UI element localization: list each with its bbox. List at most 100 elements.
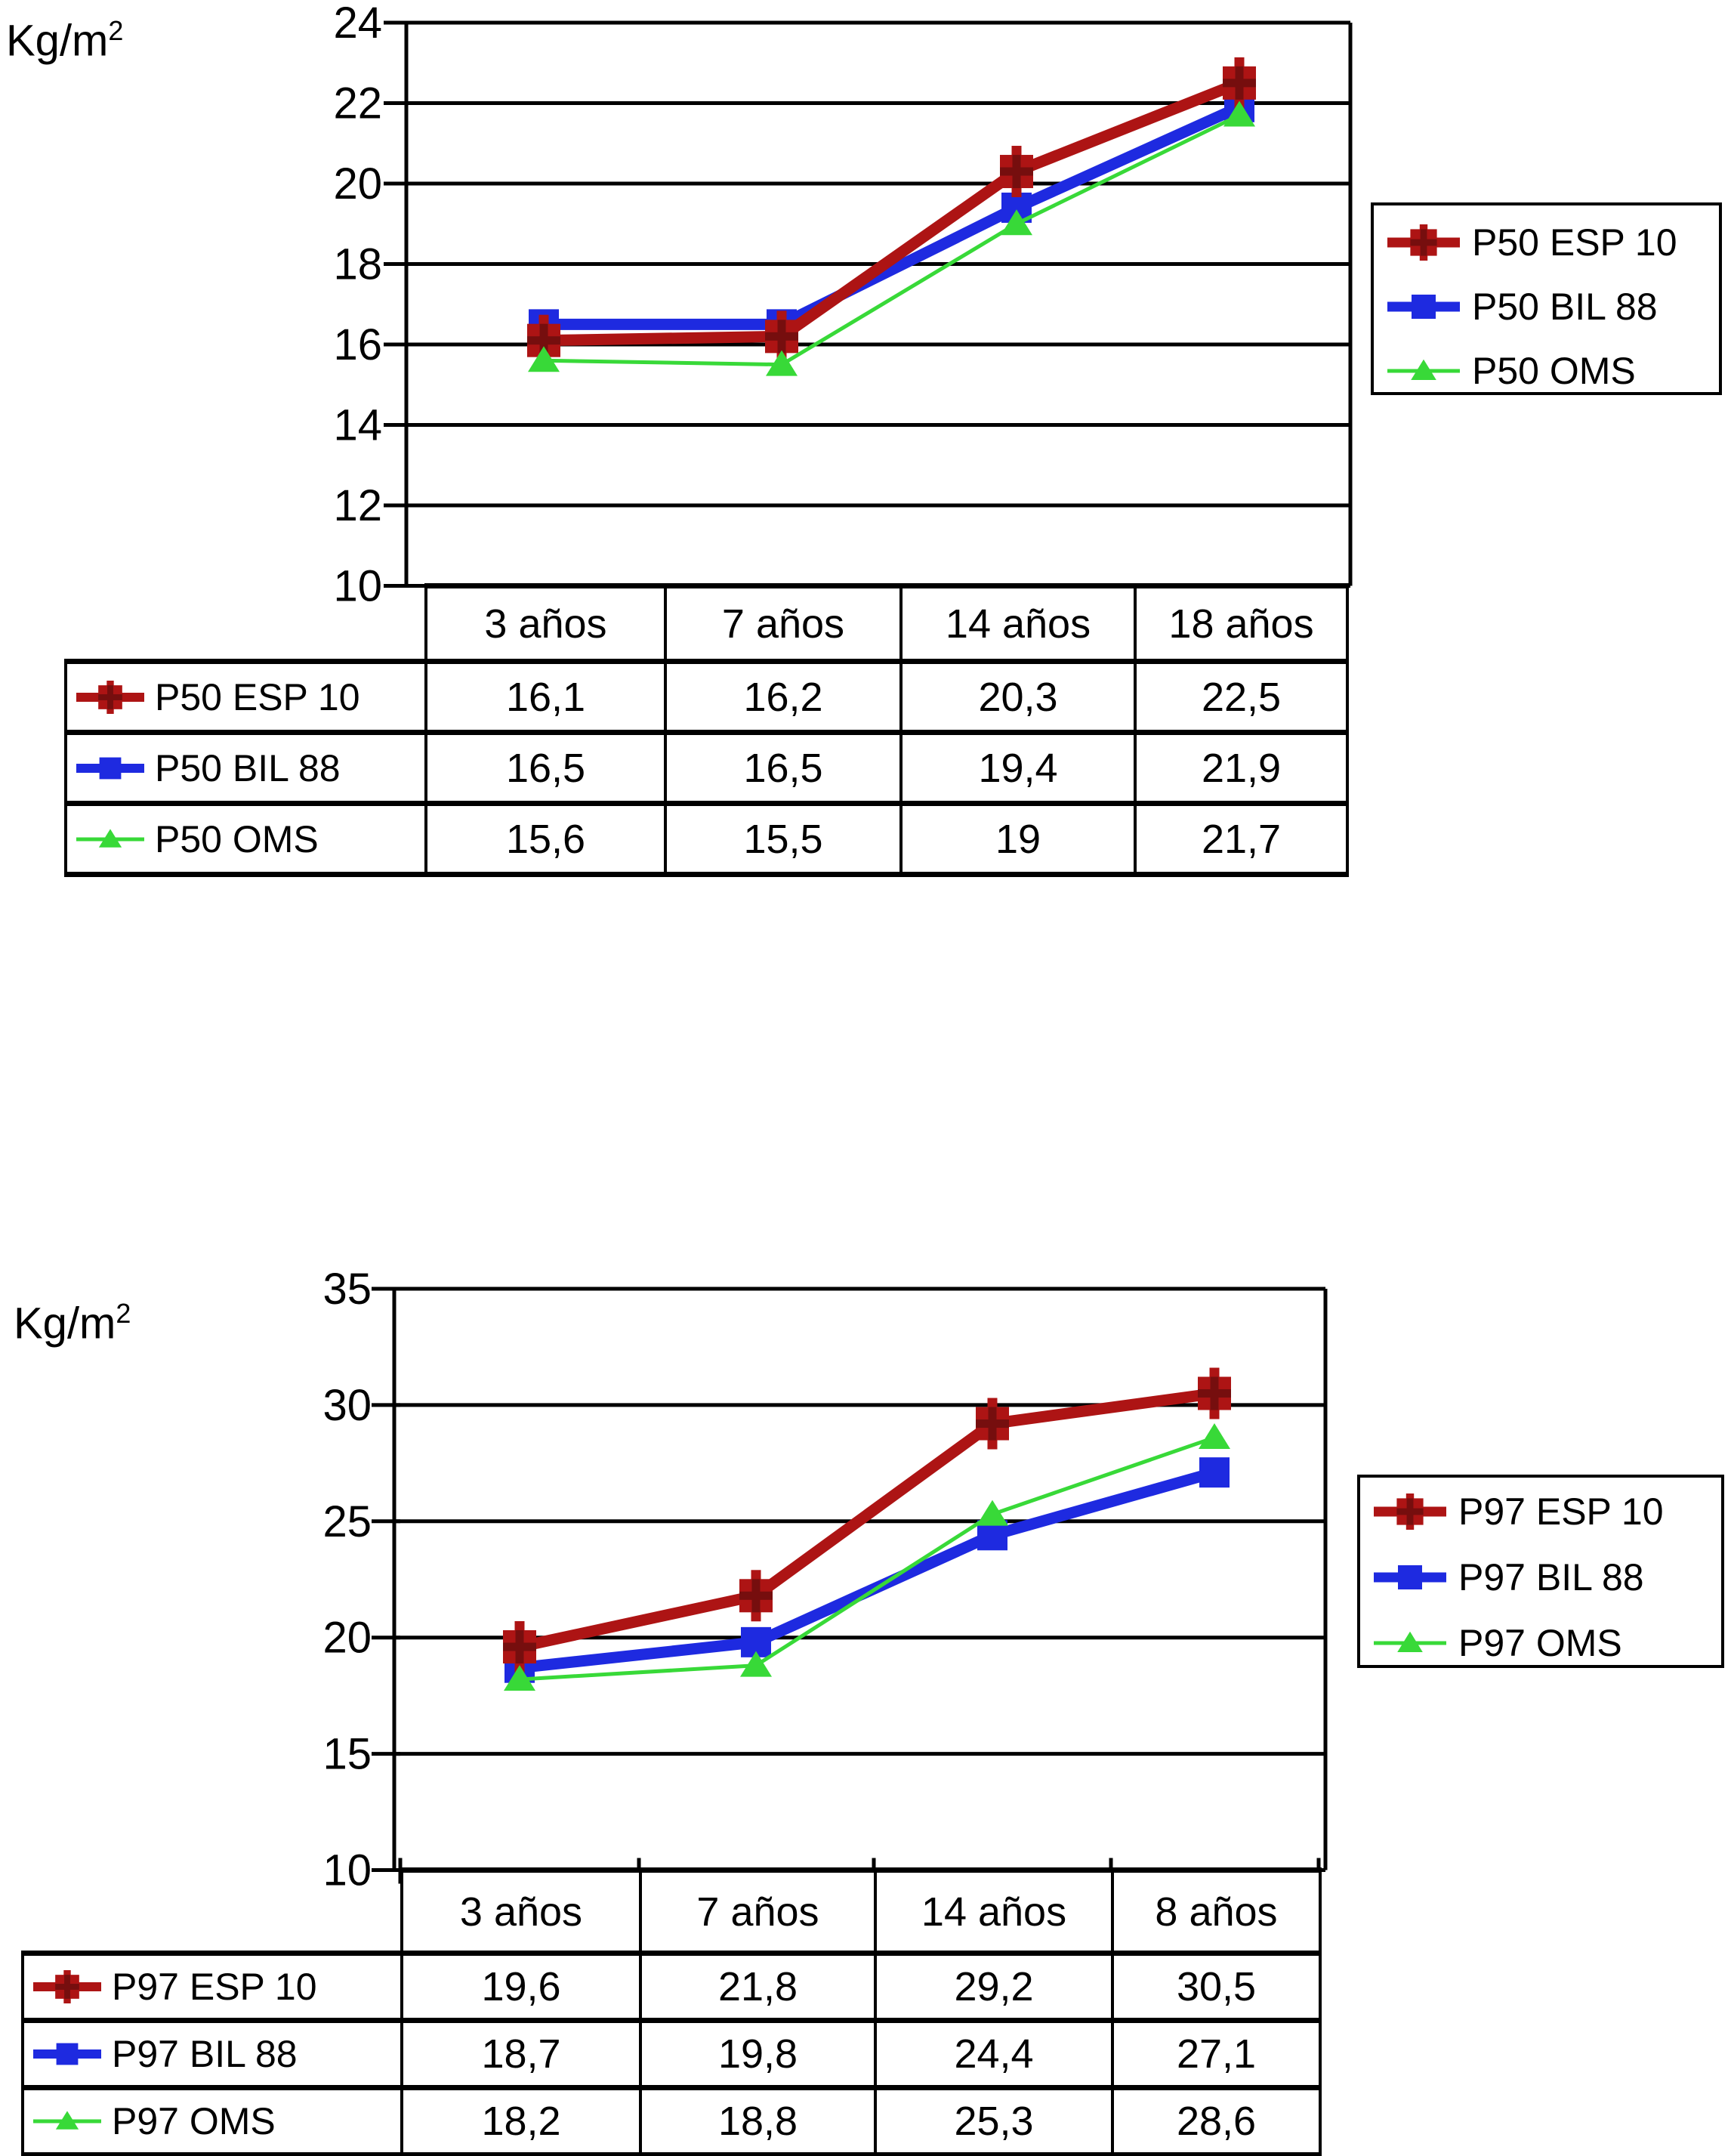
- series-name-label: P97 ESP 10: [112, 1966, 317, 2008]
- data-point-marker-p97-esp-10: [503, 1621, 536, 1673]
- row-label-marker: [56, 2043, 79, 2065]
- legend-label: P97 OMS: [1458, 1622, 1622, 1664]
- data-point-marker-p97-oms: [1199, 1422, 1230, 1449]
- marker-square: [1199, 1457, 1230, 1488]
- y-tick-label: 22: [333, 79, 382, 128]
- value-cell: 16,2: [664, 659, 903, 735]
- series-line-p50-esp-10: [543, 77, 1242, 347]
- marker-square: [1412, 295, 1436, 319]
- marker-cross-h: [976, 1419, 1009, 1429]
- y-tick-label: 10: [333, 562, 382, 611]
- value-cell: 20,3: [899, 659, 1137, 735]
- series-line-p97-oms: [519, 1435, 1215, 1682]
- value-cell: 16,5: [424, 730, 667, 806]
- unit-exponent: 2: [108, 15, 124, 46]
- table-row-p50-esp-10: P50 ESP 10 16,1 16,2 20,3 22,5: [64, 659, 1349, 735]
- row-label-marker: [99, 757, 122, 779]
- marker-triangle: [1223, 100, 1255, 127]
- y-tick-label: 35: [322, 1265, 372, 1314]
- y-tick-label: 20: [322, 1614, 372, 1663]
- data-point-marker-p97-oms: [740, 1651, 772, 1677]
- marker-triangle: [1411, 359, 1436, 380]
- value-cell: 30,5: [1111, 1951, 1322, 2023]
- series-name-label: P50 OMS: [155, 817, 319, 860]
- y-tick-label: 14: [333, 401, 382, 450]
- legend-marker: [1397, 1631, 1423, 1652]
- marker-cross-h: [1410, 239, 1437, 246]
- row-label-cell: P50 BIL 88: [64, 730, 427, 806]
- data-point-marker-p97-esp-10: [739, 1570, 773, 1622]
- marker-square: [1398, 1565, 1422, 1589]
- value-cell: 19,6: [400, 1951, 642, 2023]
- legend-label: P97 BIL 88: [1458, 1556, 1644, 1598]
- legend-item-p50-esp-10: P50 ESP 10: [1386, 221, 1677, 264]
- marker-square: [99, 757, 122, 779]
- legend-label: P50 ESP 10: [1472, 221, 1677, 264]
- y-tick-label: 30: [322, 1381, 372, 1430]
- marker-triangle: [766, 350, 798, 376]
- legend-marker: [1412, 295, 1436, 319]
- p50-oms-legend-marker-icon: [1387, 359, 1460, 380]
- legend-marker: [1410, 224, 1437, 261]
- marker-triangle: [1199, 1422, 1230, 1449]
- legend-marker: [1398, 1565, 1422, 1589]
- data-point-marker-p50-oms: [1223, 100, 1255, 127]
- series-name-label: P50 BIL 88: [155, 746, 341, 789]
- marker-cross-h: [98, 693, 122, 700]
- value-cell: 18,8: [639, 2085, 877, 2156]
- y-tick-label: 12: [333, 481, 382, 530]
- chart-p50: 24 22 20 18 16 14 12 10: [333, 0, 1353, 611]
- legend-item-p97-esp-10: P97 ESP 10: [1372, 1490, 1664, 1533]
- series-name-label: P97 OMS: [112, 2100, 276, 2142]
- data-point-marker-p50-oms: [1001, 209, 1032, 236]
- y-tick-label: 15: [322, 1730, 372, 1779]
- p97-oms-series-marker-icon: [33, 2111, 101, 2130]
- marker-cross-h: [765, 332, 798, 341]
- row-label-cell: P50 ESP 10: [64, 659, 427, 735]
- p50-esp-10-legend-marker-icon: [1387, 224, 1460, 261]
- p50-bil-88-legend-marker-icon: [1387, 295, 1460, 319]
- value-cell: 22,5: [1134, 659, 1349, 735]
- y-axis-unit-label-p50: Kg/m2: [6, 15, 123, 66]
- unit-base: Kg/m: [14, 1299, 116, 1348]
- marker-cross-h: [739, 1591, 773, 1600]
- row-label-cell: P50 OMS: [64, 801, 427, 877]
- legend-item-p50-bil-88: P50 BIL 88: [1386, 286, 1658, 328]
- value-cell: 16,5: [664, 730, 903, 806]
- y-tick-label: 24: [333, 0, 382, 48]
- value-cell: 19,8: [639, 2018, 877, 2090]
- series-line-p50-oms: [543, 113, 1241, 367]
- data-point-marker-p97-oms: [504, 1665, 535, 1691]
- y-axis-unit-label-p97: Kg/m2: [14, 1298, 131, 1349]
- marker-square: [56, 2043, 79, 2065]
- marker-cross-h: [1000, 167, 1033, 176]
- row-label-marker: [55, 2111, 79, 2130]
- column-header-age: 3 años: [400, 1867, 642, 1956]
- column-header-age: 14 años: [899, 583, 1137, 664]
- row-label-cell: P97 BIL 88: [21, 2018, 403, 2090]
- legend-item-p97-bil-88: P97 BIL 88: [1372, 1556, 1644, 1598]
- legend-marker: [1396, 1493, 1424, 1530]
- value-cell: 18,2: [400, 2085, 642, 2156]
- p97-esp-10-series-marker-icon: [33, 1970, 101, 2003]
- series-line-p97-esp-10: [518, 1388, 1216, 1653]
- row-label-cell: P97 ESP 10: [21, 1951, 403, 2023]
- table-row-p97-bil-88: P97 BIL 88 18,7 19,8 24,4 27,1: [21, 2018, 1322, 2090]
- marker-cross-h: [503, 1642, 536, 1651]
- data-point-marker-p50-esp-10: [765, 310, 798, 363]
- y-tick-label: 20: [333, 159, 382, 208]
- unit-exponent: 2: [116, 1298, 131, 1329]
- marker-triangle: [98, 828, 122, 848]
- legend-label: P97 ESP 10: [1458, 1490, 1664, 1533]
- y-tick-label: 10: [322, 1846, 372, 1895]
- p50-legend: P50 ESP 10 P50 BIL 88 P50 OMS: [1371, 202, 1722, 395]
- value-cell: 15,5: [664, 801, 903, 877]
- value-cell: 21,9: [1134, 730, 1349, 806]
- marker-triangle: [55, 2111, 79, 2130]
- p50-data-table: 3 años 7 años 14 años 18 años P50 ESP 10 16,1…: [64, 583, 1349, 877]
- y-tick-label: 16: [333, 320, 382, 369]
- data-point-marker-p50-esp-10: [1000, 146, 1033, 198]
- legend-label: P50 OMS: [1472, 350, 1636, 392]
- row-label-marker: [98, 828, 122, 848]
